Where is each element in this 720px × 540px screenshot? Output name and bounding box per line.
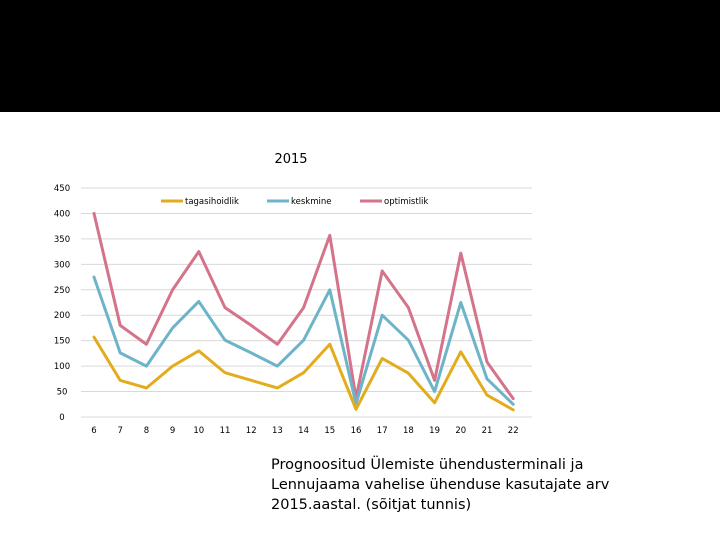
x-tick-label: 8 [144, 426, 149, 436]
caption-line-1: Prognoositud Ülemiste ühendusterminali j… [271, 457, 584, 473]
x-tick-label: 6 [91, 426, 96, 436]
y-axis-ticks: 0 50 100 150 200 250 300 350 400 450 [54, 184, 70, 423]
caption-line-3: 2015.aastal. (sõitjat tunnis) [271, 497, 472, 513]
legend-label: optimistlik [384, 197, 428, 207]
x-tick-label: 15 [324, 426, 335, 436]
x-tick-label: 14 [298, 426, 309, 436]
grid-lines [81, 187, 532, 418]
y-tick-label: 0 [59, 413, 64, 423]
x-tick-label: 16 [351, 426, 362, 436]
x-tick-label: 18 [403, 426, 414, 436]
y-tick-label: 150 [54, 337, 70, 347]
y-tick-label: 400 [54, 209, 70, 219]
x-tick-label: 11 [220, 426, 231, 436]
x-tick-label: 12 [246, 426, 257, 436]
series-line-tagasihoidlik [92, 335, 515, 412]
x-tick-label: 21 [482, 426, 493, 436]
series-lines [92, 211, 515, 412]
y-tick-label: 450 [54, 184, 70, 194]
x-tick-label: 19 [429, 426, 440, 436]
x-tick-label: 20 [455, 426, 466, 436]
chart-title: 2015 [274, 152, 307, 167]
series-line-keskmine [92, 275, 515, 406]
y-tick-label: 50 [57, 388, 68, 398]
x-tick-label: 7 [117, 426, 122, 436]
y-tick-label: 100 [54, 362, 70, 372]
legend-label: tagasihoidlik [185, 197, 239, 207]
x-axis-ticks: 6 7 8 9 10 11 12 13 14 15 16 17 18 19 20 21 22 [91, 426, 518, 436]
header-band [0, 0, 720, 112]
caption-line-2: Lennujaama vahelise ühenduse kasutajate … [271, 477, 610, 493]
series-line-optimistlik [92, 211, 515, 401]
y-tick-label: 300 [54, 260, 70, 270]
legend-label: keskmine [291, 197, 331, 207]
x-tick-label: 13 [272, 426, 283, 436]
y-tick-label: 350 [54, 235, 70, 245]
y-tick-label: 200 [54, 311, 70, 321]
x-tick-label: 17 [377, 426, 388, 436]
x-tick-label: 22 [508, 426, 519, 436]
legend: tagasihoidlik keskmine optimistlik [161, 197, 428, 207]
x-tick-label: 9 [170, 426, 175, 436]
y-tick-label: 250 [54, 286, 70, 296]
x-tick-label: 10 [193, 426, 204, 436]
caption: Prognoositud Ülemiste ühendusterminali j… [271, 455, 671, 515]
